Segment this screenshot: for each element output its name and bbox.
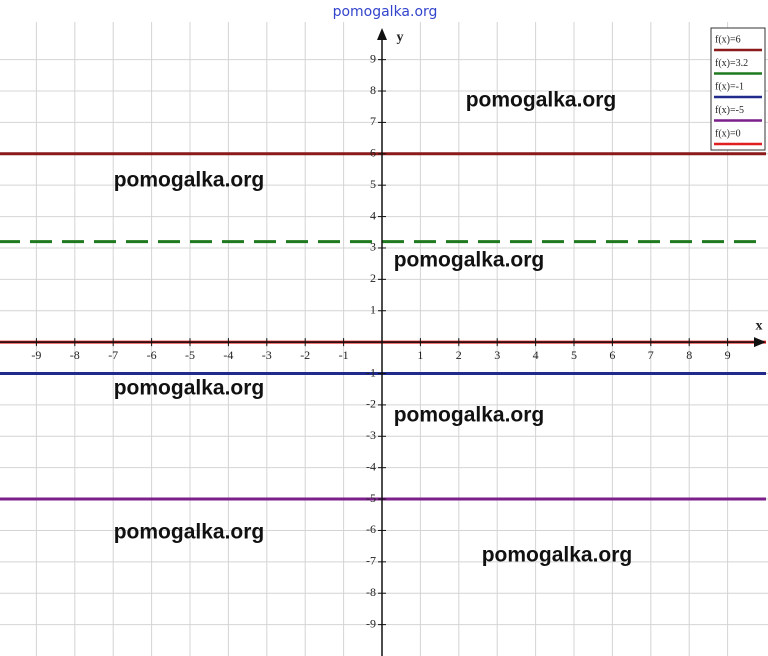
x-tick-label: 2 bbox=[456, 348, 462, 362]
legend-label: f(x)=6 bbox=[715, 34, 741, 45]
y-tick-label: -9 bbox=[366, 616, 376, 630]
y-tick-label: -4 bbox=[366, 459, 376, 473]
y-tick-label: 4 bbox=[370, 208, 376, 222]
x-tick-label: -9 bbox=[31, 348, 41, 362]
x-tick-label: 7 bbox=[648, 348, 654, 362]
y-axis-label: y bbox=[397, 30, 404, 45]
y-tick-label: 1 bbox=[370, 302, 376, 316]
x-axis-label: x bbox=[756, 318, 763, 333]
watermark-text: pomogalka.org bbox=[466, 89, 617, 112]
y-tick-label: -1 bbox=[366, 365, 376, 379]
x-tick-label: 9 bbox=[725, 348, 731, 362]
legend-label: f(x)=0 bbox=[715, 128, 741, 139]
y-tick-label: -5 bbox=[366, 491, 376, 505]
watermark: pomogalka.org bbox=[333, 4, 438, 20]
y-tick-label: 6 bbox=[370, 146, 376, 160]
y-arrow bbox=[377, 28, 387, 40]
legend-label: f(x)=3.2 bbox=[715, 58, 748, 69]
legend-label: f(x)=-1 bbox=[715, 81, 744, 92]
x-arrow bbox=[754, 337, 766, 348]
x-tick-label: -6 bbox=[147, 348, 157, 362]
watermark-text: pomogalka.org bbox=[114, 521, 265, 544]
y-tick-label: 2 bbox=[370, 271, 376, 285]
y-tick-label: -7 bbox=[366, 554, 376, 568]
y-tick-label: -3 bbox=[366, 428, 376, 442]
y-tick-label: -8 bbox=[366, 585, 376, 599]
y-tick-label: 3 bbox=[370, 240, 376, 254]
x-tick-label: -4 bbox=[223, 348, 233, 362]
watermark-text: pomogalka.org bbox=[114, 377, 265, 400]
y-tick-label: -6 bbox=[366, 522, 376, 536]
y-tick-label: 9 bbox=[370, 51, 376, 65]
x-tick-label: -2 bbox=[300, 348, 310, 362]
watermark-text: pomogalka.org bbox=[114, 169, 265, 192]
watermark-text: pomogalka.org bbox=[482, 544, 633, 567]
y-tick-label: 8 bbox=[370, 83, 376, 97]
x-tick-label: -5 bbox=[185, 348, 195, 362]
x-tick-label: 8 bbox=[686, 348, 692, 362]
y-tick-label: -2 bbox=[366, 397, 376, 411]
x-tick-label: -3 bbox=[262, 348, 272, 362]
legend-box bbox=[710, 27, 766, 151]
x-tick-label: -7 bbox=[108, 348, 118, 362]
x-tick-label: -1 bbox=[339, 348, 349, 362]
x-tick-label: 6 bbox=[609, 348, 615, 362]
x-tick-label: 5 bbox=[571, 348, 577, 362]
y-tick-label: 5 bbox=[370, 177, 376, 191]
y-tick-label: 7 bbox=[370, 114, 376, 128]
legend-label: f(x)=-5 bbox=[715, 105, 744, 116]
x-tick-label: 4 bbox=[533, 348, 539, 362]
watermark-text: pomogalka.org bbox=[394, 249, 545, 272]
watermark-text: pomogalka.org bbox=[394, 404, 545, 427]
x-tick-label: 3 bbox=[494, 348, 500, 362]
x-tick-label: -8 bbox=[70, 348, 80, 362]
x-tick-label: 1 bbox=[417, 348, 423, 362]
